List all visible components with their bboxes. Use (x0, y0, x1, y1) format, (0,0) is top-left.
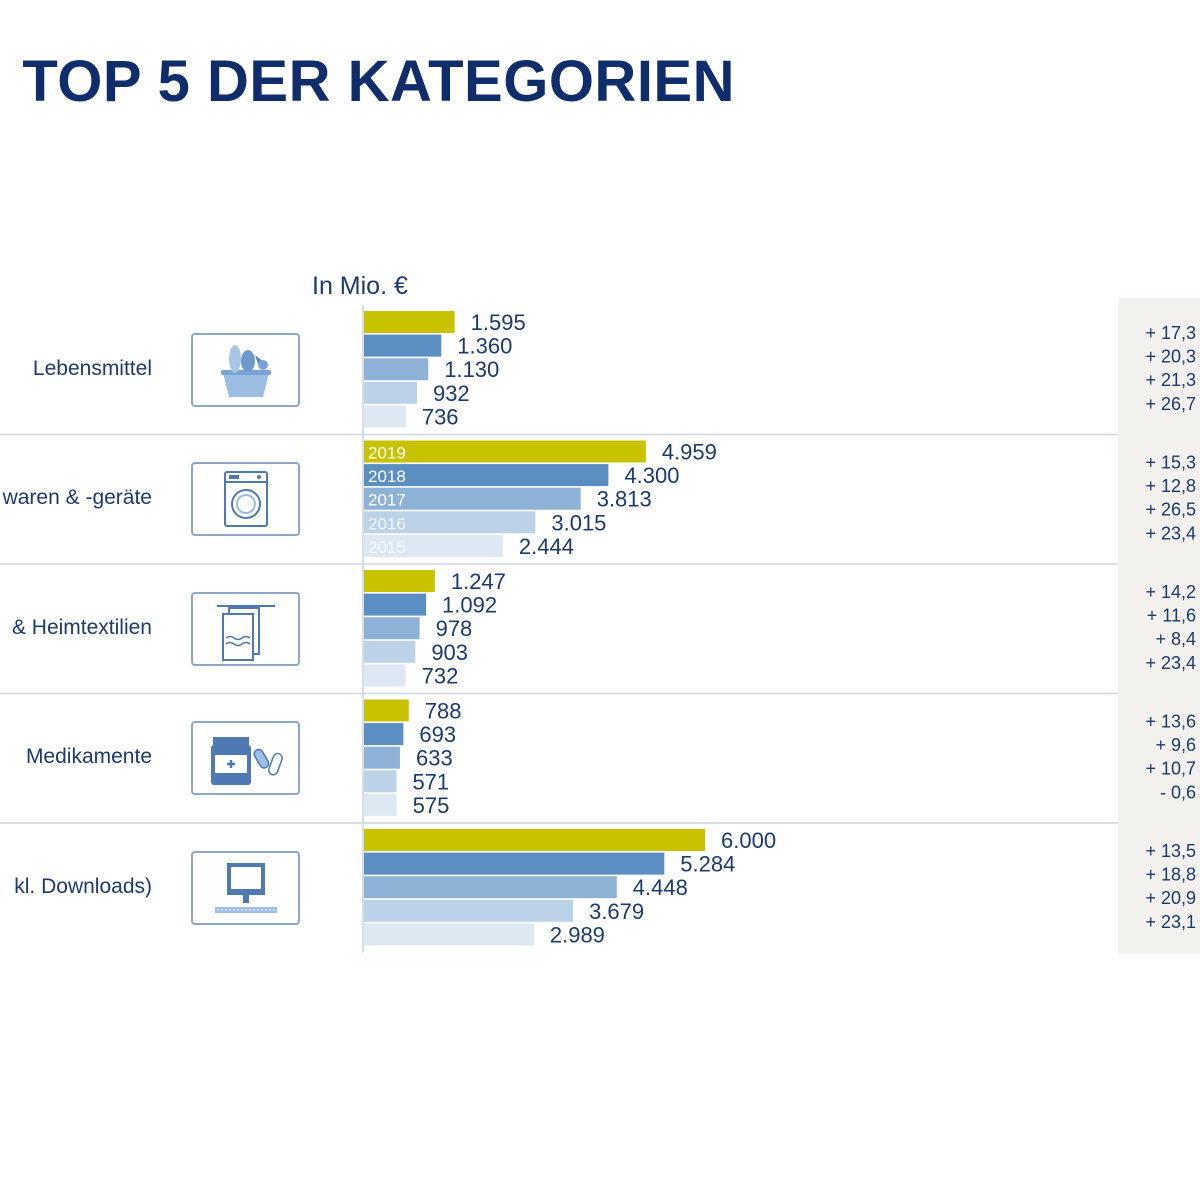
bar-2018 (364, 464, 609, 487)
bar-2015 (364, 534, 503, 557)
growth-value: + 9,6 (1155, 735, 1196, 755)
year-label: 2018 (368, 467, 406, 486)
bar-value-label: 1.092 (442, 593, 497, 618)
growth-value: + 26,5 (1145, 500, 1196, 520)
bar-value-label: 5.284 (680, 852, 735, 877)
growth-value: + 11,6 (1147, 606, 1196, 626)
category-label: waren & -geräte (2, 486, 152, 510)
bar-value-label: 4.300 (624, 463, 679, 488)
bar-2019 (364, 440, 646, 463)
growth-value: + 23,4 (1145, 653, 1196, 673)
category-label: Lebensmittel (32, 356, 152, 380)
bar-value-label: 3.015 (551, 510, 606, 535)
growth-value: + 10,7 (1145, 759, 1196, 779)
bar-2015 (364, 405, 406, 428)
bar-2019 (364, 699, 409, 722)
bar-2016 (364, 640, 416, 663)
bar-value-label: 4.448 (633, 875, 688, 900)
bar-value-label: 1.130 (444, 357, 499, 382)
bar-2018 (364, 723, 404, 746)
year-label: 2019 (368, 444, 406, 463)
year-label: 2015 (368, 538, 406, 557)
computer-icon (215, 862, 277, 913)
growth-value: + 12,8 (1145, 476, 1196, 496)
bar-value-label: 4.959 (662, 440, 717, 465)
medicine-jar-icon (211, 737, 283, 786)
bar-2015 (364, 664, 406, 687)
grocery-basket-icon (221, 344, 271, 397)
growth-value: + 8,4 (1155, 629, 1196, 649)
medicine-jar-icon-box (191, 721, 300, 796)
year-label: 2017 (368, 491, 406, 510)
bar-value-label: 3.679 (589, 899, 644, 924)
growth-value: + 21,3 (1145, 370, 1196, 390)
computer-icon-box (191, 850, 300, 925)
growth-value: + 26,7 (1145, 394, 1196, 414)
bar-2017 (364, 617, 420, 640)
bar-2017 (364, 358, 429, 381)
bar-value-label: 932 (433, 381, 470, 406)
category-label: kl. Downloads) (14, 874, 152, 898)
bar-value-label: 736 (422, 404, 459, 429)
bar-value-label: 1.247 (451, 569, 506, 594)
growth-value: + 20,9 (1145, 888, 1196, 908)
washing-machine-icon-box (191, 462, 300, 537)
bar-2017 (364, 746, 400, 769)
growth-value: + 13,6 (1145, 712, 1196, 732)
bar-value-label: 903 (431, 640, 468, 665)
bar-2018 (364, 334, 442, 357)
bar-value-label: 1.595 (471, 310, 526, 335)
towel-rack-icon-box (191, 591, 300, 666)
bar-2017 (364, 487, 581, 510)
growth-value: + 23,1 (1145, 912, 1196, 932)
growth-value: + 20,3 (1145, 347, 1196, 367)
bar-value-label: 2.444 (519, 534, 574, 559)
growth-value: + 23,4 (1145, 523, 1196, 543)
bar-2016 (364, 381, 417, 404)
category-label: Medikamente (25, 745, 152, 769)
bar-2016 (364, 511, 536, 534)
growth-value: + 15,3 (1145, 453, 1196, 473)
growth-value: + 13,5 (1145, 841, 1196, 861)
bar-2018 (364, 593, 427, 616)
bar-value-label: 575 (413, 793, 450, 818)
bar-2016 (364, 899, 574, 922)
bar-2018 (364, 852, 665, 875)
bar-2015 (364, 793, 397, 816)
bar-value-label: 732 (422, 663, 459, 688)
bar-2016 (364, 770, 397, 793)
category-label: & Heimtextilien (11, 615, 152, 639)
bar-value-label: 2.989 (550, 922, 605, 947)
grocery-basket-icon-box (191, 332, 300, 407)
bar-value-label: 1.360 (457, 334, 512, 359)
growth-value: + 17,3 (1145, 323, 1196, 343)
bar-2019 (364, 570, 435, 592)
bar-value-label: 978 (436, 616, 473, 641)
year-label: 2016 (368, 514, 406, 533)
growth-value: + 14,2 (1145, 582, 1196, 602)
growth-panel (1118, 298, 1200, 954)
bar-value-label: 571 (412, 769, 449, 794)
growth-value: + 18,8 (1145, 865, 1196, 885)
towel-rack-icon (217, 604, 275, 661)
growth-value: - 0,6 (1160, 782, 1196, 802)
bar-2019 (364, 311, 455, 333)
unit-label: In Mio. € (312, 272, 408, 300)
bar-value-label: 693 (419, 722, 456, 747)
bar-2015 (364, 923, 534, 946)
bar-value-label: 633 (416, 746, 453, 771)
bar-value-label: 788 (425, 699, 462, 724)
washing-machine-icon (224, 471, 268, 528)
page-title: : TOP 5 DER KATEGORIEN (0, 49, 735, 114)
bar-2017 (364, 876, 617, 899)
bar-value-label: 3.813 (597, 487, 652, 512)
bar-value-label: 6.000 (721, 828, 776, 853)
bar-2019 (364, 829, 705, 851)
